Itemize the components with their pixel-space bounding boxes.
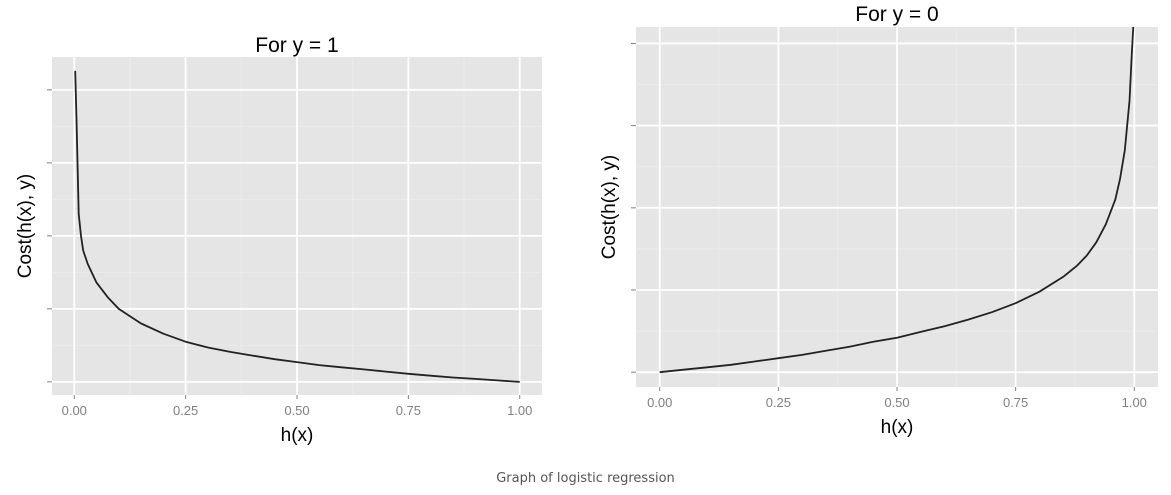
figure-caption: Graph of logistic regression [496, 471, 675, 486]
x-tick-label: 0.00 [62, 403, 87, 418]
cost-y0-chart: 0.00 0.25 0.50 0.75 1.00 For y = 0 h(x) Cost… [599, 3, 1158, 438]
x-axis-label: h(x) [281, 425, 314, 446]
cost-y1-chart: 0.00 0.25 0.50 0.75 1.00 For y = 1 h(x) Cost… [15, 34, 542, 446]
x-tick-label: 0.75 [1003, 395, 1028, 410]
x-tick-label: 0.00 [647, 395, 672, 410]
x-tick-label: 1.00 [1122, 395, 1147, 410]
x-tick-label: 0.25 [173, 403, 198, 418]
y-axis-label: Cost(h(x), y) [15, 174, 36, 279]
x-tick-label: 1.00 [507, 403, 532, 418]
x-axis-label: h(x) [881, 417, 914, 438]
x-tick-label: 0.50 [884, 395, 909, 410]
chart-title: For y = 1 [255, 34, 338, 57]
x-tick-label: 0.75 [396, 403, 421, 418]
x-tick-label: 0.25 [766, 395, 791, 410]
chart-title: For y = 0 [855, 3, 938, 26]
x-tick-label: 0.50 [284, 403, 309, 418]
cost-curve-line [74, 70, 520, 383]
cost-curve-line [659, 26, 1135, 374]
figure: 0.00 0.25 0.50 0.75 1.00 For y = 1 h(x) Cost… [15, 3, 1158, 446]
y-axis-label: Cost(h(x), y) [599, 155, 620, 260]
